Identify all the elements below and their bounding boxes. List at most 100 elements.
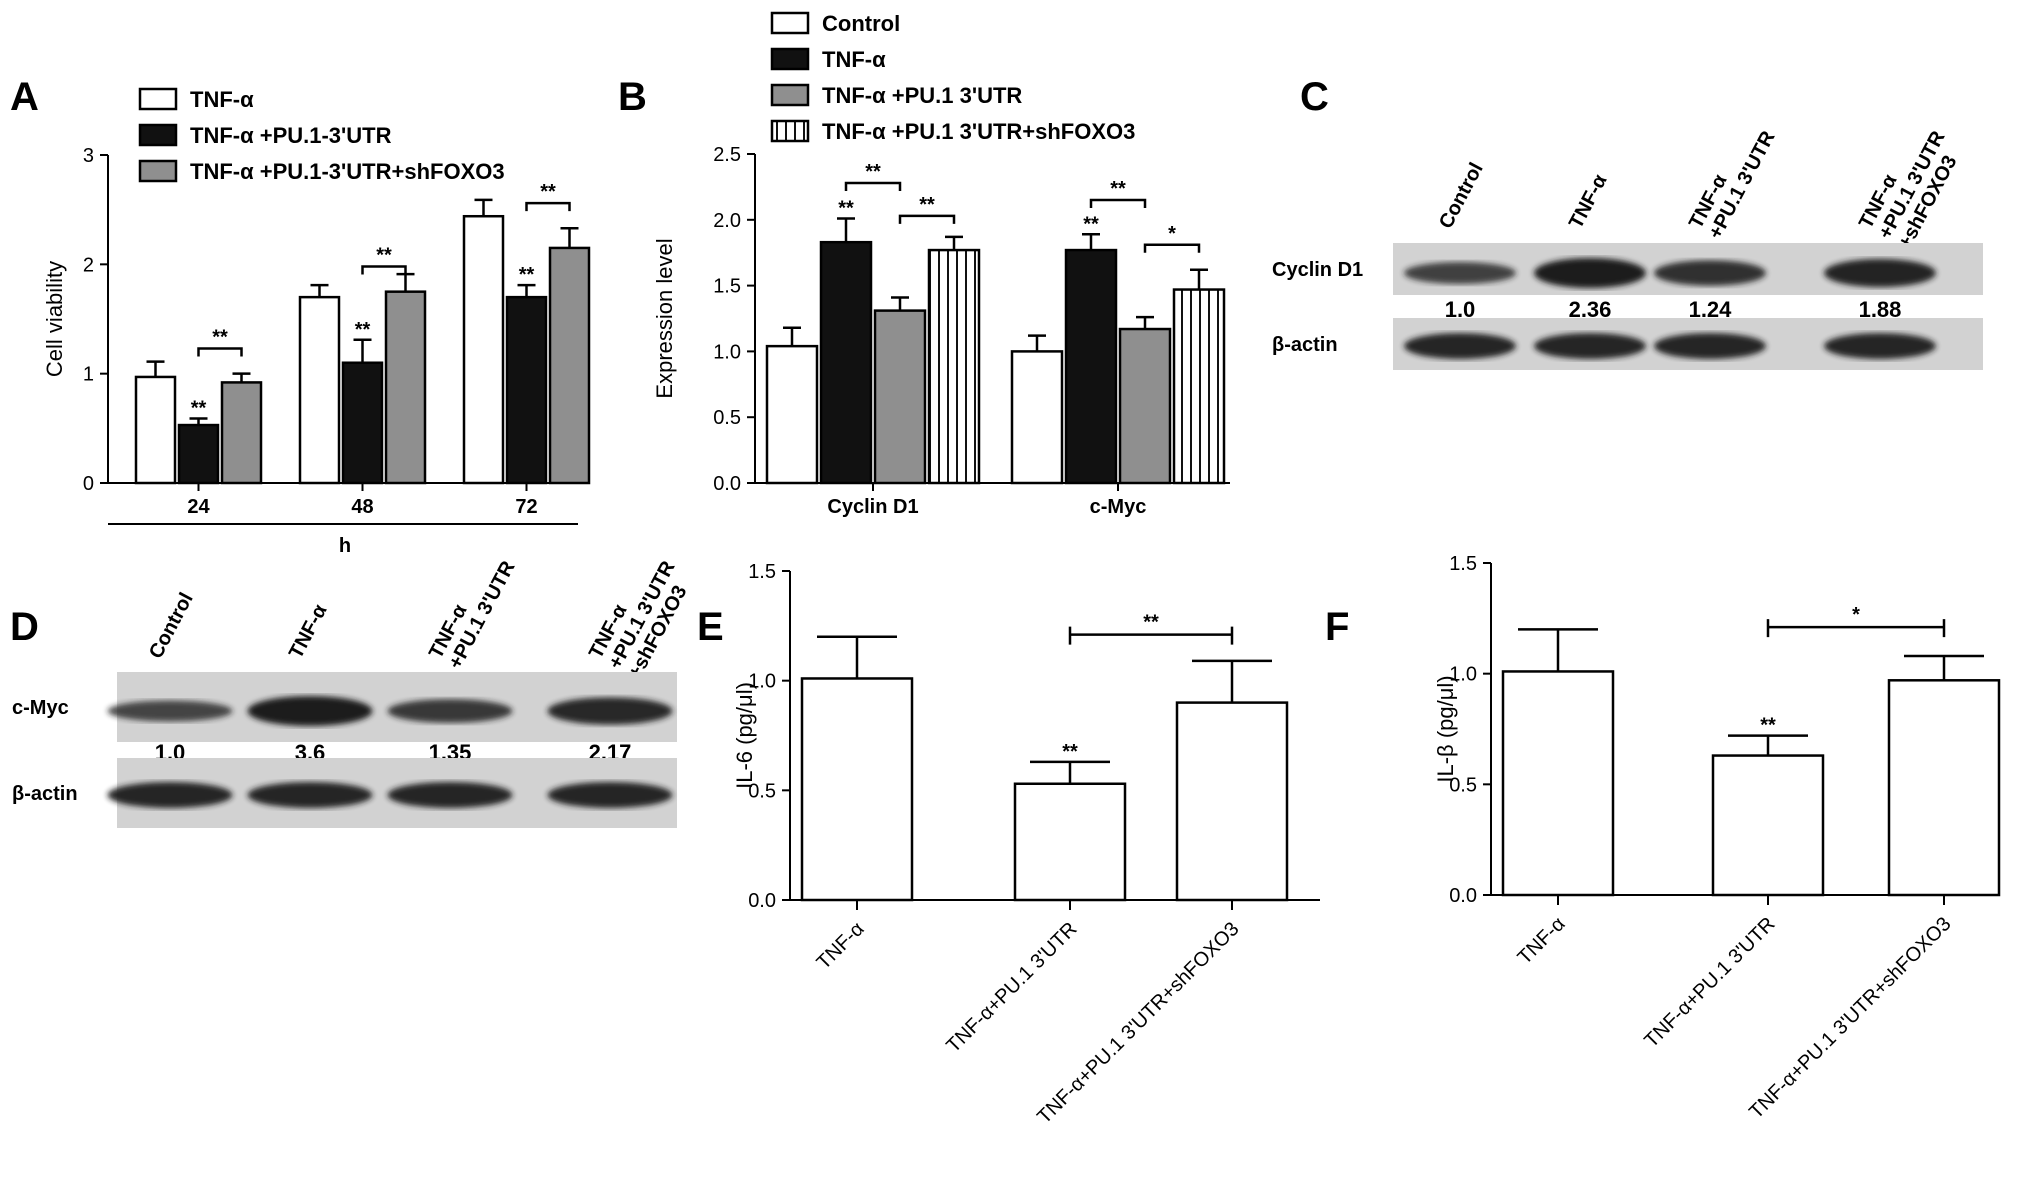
x-axis-title: h bbox=[339, 535, 351, 557]
blot-band bbox=[547, 782, 673, 808]
panel-label-c: C bbox=[1300, 75, 1329, 119]
y-tick-label: 1.5 bbox=[1449, 553, 1477, 575]
bar bbox=[819, 240, 873, 485]
x-tick-label: TNF-α+PU.1 3'UTR bbox=[942, 918, 1081, 1057]
bar bbox=[1010, 350, 1064, 485]
blot-band bbox=[387, 782, 513, 808]
significance-bracket bbox=[1143, 243, 1201, 253]
y-axis-title: IL-β (pg/μl) bbox=[1433, 675, 1458, 782]
bracket-label: ** bbox=[1110, 178, 1126, 200]
chart-a: 0 1 2 3 Cell viability 24 ** 48 ** 72 ** ** ** ** TNF-… bbox=[42, 87, 591, 557]
y-tick-label: 0.0 bbox=[713, 473, 741, 495]
band-ratio: 2.36 bbox=[1569, 297, 1612, 322]
x-tick-label: 24 bbox=[187, 496, 210, 518]
blot-band bbox=[1824, 258, 1936, 288]
significance-bracket bbox=[844, 181, 902, 191]
lane-label: TNF-α bbox=[1565, 170, 1612, 232]
y-tick-label: 1.0 bbox=[1449, 664, 1477, 686]
y-axis-title: IL-6 (pg/μl) bbox=[732, 682, 757, 789]
lane-label: TNF-α+PU.1 3'UTR+shFOXO3 bbox=[1855, 117, 1969, 253]
legend-label: TNF-α +PU.1 3'UTR bbox=[822, 83, 1022, 108]
bracket-label: * bbox=[1168, 223, 1176, 245]
bar bbox=[384, 290, 427, 485]
blot-c: Control TNF-α TNF-α+PU.1 3'UTR TNF-α+PU.1 3… bbox=[1272, 117, 1983, 370]
bar bbox=[505, 295, 548, 485]
blot-loading-label: β-actin bbox=[1272, 334, 1338, 356]
blot-band bbox=[247, 782, 373, 808]
y-tick-label: 0 bbox=[83, 473, 94, 495]
bar bbox=[298, 295, 341, 485]
significance-label: ** bbox=[191, 397, 207, 419]
chart-b: 0.0 0.5 1.0 1.5 2.0 2.5 Expression level Cyclin… bbox=[652, 11, 1230, 518]
blot-band bbox=[547, 697, 673, 725]
blot-target-label: c-Myc bbox=[12, 697, 69, 719]
bar bbox=[765, 344, 819, 485]
legend-label: TNF-α bbox=[822, 47, 886, 72]
significance-label: ** bbox=[519, 264, 535, 286]
blot-band bbox=[1654, 260, 1766, 286]
blot-band bbox=[1534, 333, 1646, 359]
blot-target-label: Cyclin D1 bbox=[1272, 259, 1363, 281]
blot-band bbox=[1404, 262, 1516, 284]
significance-label: ** bbox=[1062, 741, 1078, 763]
bar bbox=[462, 214, 505, 485]
legend-label: TNF-α +PU.1 3'UTR+shFOXO3 bbox=[822, 119, 1135, 144]
y-tick-label: 2.5 bbox=[713, 144, 741, 166]
bar bbox=[1175, 701, 1289, 902]
y-tick-label: 1 bbox=[83, 364, 94, 386]
blot-band bbox=[1654, 333, 1766, 359]
x-tick-label: TNF-α+PU.1 3'UTR+shFOXO3 bbox=[1745, 913, 1955, 1123]
y-tick-label: 0.0 bbox=[1449, 885, 1477, 907]
blot-band bbox=[107, 782, 233, 808]
y-tick-label: 1.5 bbox=[748, 561, 776, 583]
y-tick-label: 1.0 bbox=[713, 341, 741, 363]
bar bbox=[1711, 754, 1825, 897]
bar bbox=[177, 423, 220, 485]
bar bbox=[548, 246, 591, 485]
panel-label-d: D bbox=[10, 605, 39, 649]
blot-band bbox=[107, 700, 233, 722]
significance-bracket bbox=[1089, 198, 1147, 209]
legend-swatch bbox=[770, 11, 810, 35]
significance-bracket bbox=[197, 347, 243, 357]
significance-bracket bbox=[1766, 619, 1946, 638]
y-tick-label: 2 bbox=[83, 254, 94, 276]
bar bbox=[1501, 670, 1615, 897]
legend-label: Control bbox=[822, 11, 900, 36]
lane-label: TNF-α+PU.1 3'UTR bbox=[425, 547, 520, 673]
significance-bracket bbox=[898, 214, 956, 224]
bracket-label: ** bbox=[212, 327, 228, 349]
bracket-label: ** bbox=[865, 161, 881, 183]
x-tick-label: Cyclin D1 bbox=[827, 496, 918, 518]
bracket-label: ** bbox=[376, 245, 392, 267]
bracket-label: * bbox=[1852, 604, 1860, 626]
x-tick-label: c-Myc bbox=[1090, 496, 1147, 518]
x-tick-label: TNF-α+PU.1 3'UTR bbox=[1640, 913, 1779, 1052]
y-tick-label: 0.5 bbox=[713, 407, 741, 429]
bar bbox=[1118, 327, 1172, 485]
significance-bracket bbox=[1068, 626, 1234, 645]
y-tick-label: 3 bbox=[83, 145, 94, 167]
bar bbox=[1064, 248, 1118, 485]
bar bbox=[1887, 679, 2001, 897]
bar bbox=[1013, 782, 1127, 902]
y-tick-label: 1.0 bbox=[748, 671, 776, 693]
blot-band bbox=[1534, 258, 1646, 288]
legend-swatch bbox=[770, 119, 810, 143]
bar bbox=[341, 361, 384, 485]
lane-label: TNF-α bbox=[285, 600, 332, 662]
bar bbox=[800, 677, 914, 902]
y-tick-label: 0.0 bbox=[748, 890, 776, 912]
bar bbox=[1172, 288, 1226, 485]
bracket-label: ** bbox=[540, 181, 556, 203]
significance-bracket bbox=[525, 201, 571, 212]
significance-label: ** bbox=[1760, 715, 1776, 737]
legend-label: TNF-α +PU.1-3'UTR bbox=[190, 123, 392, 148]
x-tick-label: TNF-α bbox=[813, 918, 869, 974]
legend-swatch bbox=[138, 123, 178, 147]
lane-label: TNF-α+PU.1 3'UTR+shFOXO3 bbox=[585, 547, 699, 683]
blot-band bbox=[1404, 333, 1516, 359]
chart-e: 0.0 0.5 1.0 1.5 IL-6 (pg/μl) TNF-α TNF-α+PU.1 … bbox=[732, 561, 1320, 1128]
legend-label: TNF-α +PU.1-3'UTR+shFOXO3 bbox=[190, 159, 505, 184]
